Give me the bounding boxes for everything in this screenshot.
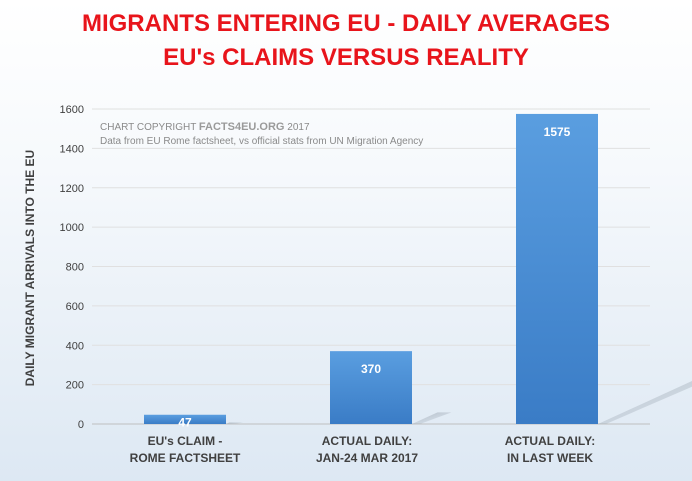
copyright-suffix: 2017 <box>284 122 310 133</box>
y-tick-label: 200 <box>66 380 84 392</box>
x-category-line: EU's CLAIM - <box>147 434 223 448</box>
x-category-label: EU's CLAIM - ROME FACTSHEET <box>95 433 275 467</box>
y-tick-label: 600 <box>66 301 84 313</box>
x-category-label: ACTUAL DAILY: IN LAST WEEK <box>460 433 640 467</box>
x-category-line: ACTUAL DAILY: <box>321 434 413 448</box>
x-category-line: ACTUAL DAILY: <box>504 434 596 448</box>
bar <box>516 113 598 424</box>
y-axis-label: DAILY MIGRANT ARRIVALS INTO THE EU <box>23 149 37 387</box>
chart-title: MIGRANTS ENTERING EU - DAILY AVERAGES <box>81 10 611 37</box>
x-category-line: ROME FACTSHEET <box>129 451 241 465</box>
data-source-note: Data from EU Rome factsheet, vs official… <box>100 136 424 147</box>
copyright-note: CHART COPYRIGHT FACTS4EU.ORG 2017 Data f… <box>100 120 423 149</box>
y-tick-label: 1000 <box>60 222 84 234</box>
x-category-line: JAN-24 MAR 2017 <box>315 451 419 465</box>
copyright-prefix: CHART COPYRIGHT <box>100 122 199 133</box>
y-tick-label: 400 <box>66 340 84 352</box>
y-tick-label: 1600 <box>60 104 84 116</box>
bar <box>330 351 412 424</box>
data-label: 1575 <box>544 125 571 139</box>
data-label: 47 <box>178 416 192 430</box>
y-tick-label: 1400 <box>60 143 84 155</box>
copyright-brand: FACTS4EU.ORG <box>198 121 285 133</box>
data-label: 370 <box>361 362 381 376</box>
x-category-label: ACTUAL DAILY: JAN-24 MAR 2017 <box>277 433 457 467</box>
y-tick-label: 800 <box>66 262 84 274</box>
chart-subtitle: EU's CLAIMS VERSUS REALITY <box>163 44 529 71</box>
bar-shadow <box>226 422 244 424</box>
bar-shadow <box>412 412 452 424</box>
bar-shadow <box>598 381 692 424</box>
y-tick-label: 0 <box>78 419 84 431</box>
bar <box>144 414 226 424</box>
y-tick-label: 1200 <box>60 183 84 195</box>
x-category-line: IN LAST WEEK <box>507 451 593 465</box>
